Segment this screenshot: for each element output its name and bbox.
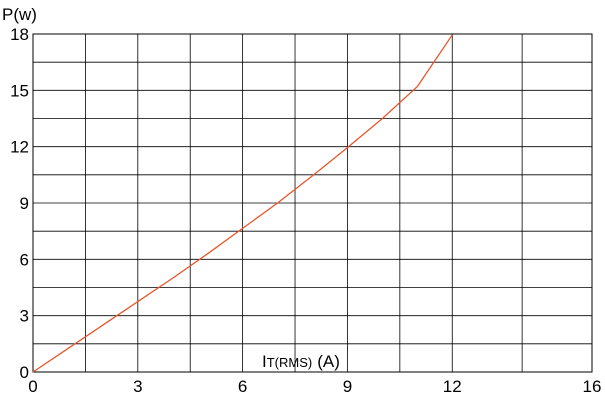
x-axis-label-subscript: T(RMS) bbox=[267, 355, 313, 370]
y-tick-label: 18 bbox=[10, 25, 29, 44]
series-layer bbox=[32, 34, 453, 373]
y-tick-label: 0 bbox=[20, 363, 29, 382]
x-tick-label: 3 bbox=[133, 377, 142, 396]
x-axis-label-main: I bbox=[262, 352, 267, 371]
y-tick-label: 3 bbox=[20, 307, 29, 326]
plot-frame bbox=[32, 33, 593, 373]
y-tick-label: 9 bbox=[20, 194, 29, 213]
x-axis-label: IT(RMS) (A) bbox=[262, 352, 340, 371]
x-tick-label: 12 bbox=[443, 377, 462, 396]
y-tick-label: 6 bbox=[20, 250, 29, 269]
series-line bbox=[32, 34, 453, 373]
x-tick-label: 9 bbox=[343, 377, 352, 396]
grid bbox=[33, 34, 592, 372]
x-axis-label-unit: (A) bbox=[317, 352, 340, 371]
y-tick-label: 15 bbox=[10, 81, 29, 100]
x-tick-label: 16 bbox=[583, 377, 602, 396]
tick-labels: 0 3 6 9 12 15 18 0 3 6 9 12 16 bbox=[10, 25, 601, 396]
y-tick-label: 12 bbox=[10, 138, 29, 157]
x-tick-label: 6 bbox=[238, 377, 247, 396]
x-tick-label: 0 bbox=[28, 377, 37, 396]
y-axis-label: P(w) bbox=[2, 5, 37, 24]
